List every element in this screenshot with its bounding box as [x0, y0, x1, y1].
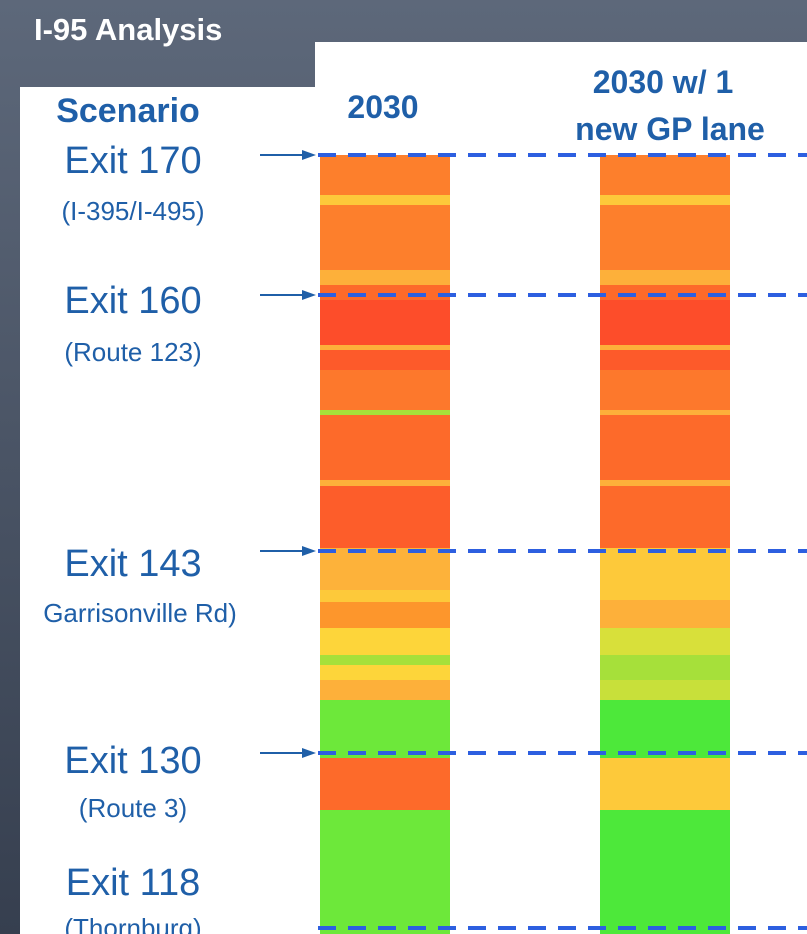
heat-stripe	[320, 628, 450, 655]
arrow-head	[302, 290, 316, 300]
heat-stripe	[600, 155, 730, 195]
heat-stripe	[320, 415, 450, 480]
labels: Scenario 2030 2030 w/ 1 new GP lane Exit 170…	[43, 64, 807, 934]
heat-stripe	[320, 758, 450, 810]
heat-stripe	[600, 480, 730, 486]
column-header: 2030	[347, 89, 418, 125]
scenario-header: Scenario	[56, 92, 200, 130]
exit-name: Exit 130	[64, 740, 201, 782]
heat-stripe	[320, 350, 450, 370]
heat-stripe	[600, 548, 730, 600]
heat-stripe	[320, 602, 450, 628]
exit-subtitle: (Thornburg)	[64, 913, 201, 934]
heat-stripe	[600, 486, 730, 548]
heat-stripe	[320, 700, 450, 758]
heat-stripe	[320, 665, 450, 680]
heat-stripe	[320, 195, 450, 205]
heat-stripe	[320, 370, 450, 410]
column-header: new GP lane	[575, 111, 765, 147]
heat-stripe	[600, 270, 730, 285]
heat-stripe	[600, 370, 730, 410]
heat-stripe	[320, 270, 450, 285]
heat-stripe	[600, 195, 730, 205]
heat-stripe	[320, 480, 450, 486]
heat-stripe	[600, 410, 730, 415]
heat-stripe	[320, 810, 450, 934]
exit-subtitle: (Route 123)	[64, 337, 201, 367]
heat-stripe	[320, 410, 450, 415]
exit-name: Exit 170	[64, 140, 201, 182]
heat-stripe	[600, 300, 730, 345]
heat-stripe	[320, 205, 450, 270]
heat-stripe	[320, 590, 450, 602]
heat-stripe	[600, 350, 730, 370]
heat-stripe	[320, 345, 450, 350]
heat-stripe	[600, 700, 730, 758]
heat-stripe	[320, 655, 450, 665]
heat-stripe	[320, 486, 450, 548]
heat-stripe	[320, 300, 450, 345]
heat-stripe	[600, 600, 730, 628]
exit-subtitle: (I-395/I-495)	[61, 196, 204, 226]
heat-stripe	[600, 205, 730, 270]
heat-stripe	[600, 285, 730, 300]
heat-stripe	[600, 655, 730, 680]
heat-stripe	[600, 345, 730, 350]
arrow-head	[302, 150, 316, 160]
exit-name: Exit 160	[64, 280, 201, 322]
slide-title: I-95 Analysis	[34, 12, 222, 47]
exit-subtitle: (Route 3)	[79, 793, 187, 823]
exit-subtitle: Garrisonville Rd)	[43, 598, 237, 628]
heat-stripe	[320, 155, 450, 195]
heat-stripe	[600, 628, 730, 655]
exit-name: Exit 143	[64, 543, 201, 585]
column-header: 2030 w/ 1	[593, 64, 734, 100]
heatmap	[320, 155, 730, 934]
heat-stripe	[600, 810, 730, 934]
arrow-head	[302, 748, 316, 758]
heat-stripe	[320, 285, 450, 300]
heat-stripe	[320, 548, 450, 590]
exit-name: Exit 118	[66, 862, 200, 904]
arrow-head	[302, 546, 316, 556]
heat-stripe	[600, 758, 730, 810]
heat-stripe	[320, 680, 450, 700]
heat-stripe	[600, 415, 730, 480]
heat-stripe	[600, 680, 730, 700]
